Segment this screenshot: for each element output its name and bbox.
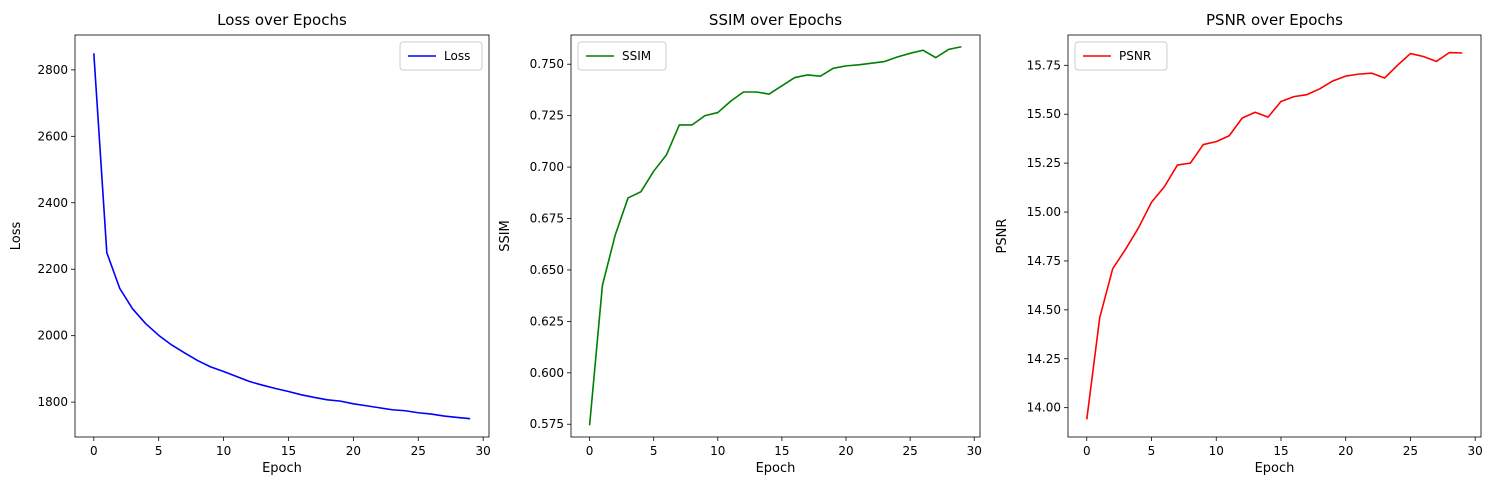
y-tick-label: 15.00 — [1027, 205, 1061, 219]
x-axis-label: Epoch — [756, 461, 796, 476]
legend: PSNR — [1074, 41, 1168, 71]
y-tick-label: 0.600 — [530, 366, 564, 380]
x-tick-label: 0 — [586, 444, 594, 458]
x-tick-label: 25 — [411, 444, 426, 458]
y-tick-label: 2200 — [37, 262, 68, 276]
x-tick-label: 15 — [281, 444, 296, 458]
y-axis-label: Loss — [9, 222, 24, 251]
x-tick-label: 15 — [774, 444, 789, 458]
legend-box — [399, 41, 483, 71]
x-axis-label: Epoch — [1255, 461, 1295, 476]
legend-box — [1074, 41, 1168, 71]
x-tick-label: 20 — [838, 444, 853, 458]
legend: SSIM — [577, 41, 667, 71]
x-tick-label: 30 — [476, 444, 491, 458]
y-tick-label: 2000 — [37, 329, 68, 343]
series-line-loss — [93, 53, 471, 420]
y-tick-label: 14.50 — [1027, 303, 1061, 317]
y-tick-label: 14.25 — [1027, 352, 1061, 366]
chart-panel-1: Loss over Epochs 0 5 10 15 20 25 30 1800 2000 2200… — [9, 11, 491, 476]
plot-frame — [1067, 34, 1482, 438]
y-tick-label: 2600 — [37, 129, 68, 143]
x-tick-label: 10 — [710, 444, 725, 458]
x-tick-label: 30 — [967, 444, 982, 458]
y-tick-label: 0.700 — [530, 160, 564, 174]
y-tick-label: 0.650 — [530, 263, 564, 277]
x-tick-label: 10 — [216, 444, 231, 458]
y-tick-label: 14.75 — [1027, 254, 1061, 268]
chart-title: Loss over Epochs — [217, 11, 347, 29]
y-axis-label: PSNR — [995, 219, 1010, 254]
chart-title: SSIM over Epochs — [709, 11, 842, 29]
x-tick-label: 15 — [1273, 444, 1288, 458]
x-tick-label: 20 — [1338, 444, 1353, 458]
legend: Loss — [399, 41, 483, 71]
x-tick-label: 5 — [650, 444, 658, 458]
chart-panel-2: SSIM over Epochs 0 5 10 15 20 25 30 0.575 0.600 0.… — [498, 11, 982, 476]
y-tick-label: 0.725 — [530, 109, 564, 123]
y-tick-label: 0.625 — [530, 314, 564, 328]
chart-panel-3: PSNR over Epochs 0 5 10 15 20 25 30 14.00 14.25 14… — [995, 11, 1483, 476]
x-tick-label: 25 — [902, 444, 917, 458]
legend-box — [577, 41, 667, 71]
x-tick-label: 5 — [1148, 444, 1156, 458]
x-tick-label: 20 — [346, 444, 361, 458]
chart-title: PSNR over Epochs — [1206, 11, 1343, 29]
y-tick-label: 14.00 — [1027, 401, 1061, 415]
x-tick-label: 0 — [90, 444, 98, 458]
y-tick-label: 2800 — [37, 63, 68, 77]
plot-frame — [570, 34, 981, 438]
x-tick-label: 25 — [1403, 444, 1418, 458]
series-line-psnr — [1085, 51, 1463, 420]
x-tick-label: 0 — [1083, 444, 1091, 458]
legend-label: SSIM — [622, 49, 651, 63]
y-tick-label: 1800 — [37, 395, 68, 409]
y-axis-label: SSIM — [498, 220, 513, 252]
y-tick-label: 15.75 — [1027, 58, 1061, 72]
legend-label: PSNR — [1119, 49, 1151, 63]
y-tick-label: 15.50 — [1027, 107, 1061, 121]
series-line-ssim — [588, 45, 962, 426]
plot-frame — [74, 34, 490, 438]
x-tick-label: 5 — [155, 444, 163, 458]
y-tick-label: 0.750 — [530, 57, 564, 71]
x-tick-label: 30 — [1468, 444, 1483, 458]
x-tick-label: 10 — [1209, 444, 1224, 458]
y-tick-label: 0.675 — [530, 212, 564, 226]
y-tick-label: 15.25 — [1027, 156, 1061, 170]
legend-label: Loss — [444, 49, 470, 63]
y-tick-label: 0.575 — [530, 417, 564, 431]
x-axis-label: Epoch — [262, 461, 302, 476]
y-tick-label: 2400 — [37, 196, 68, 210]
